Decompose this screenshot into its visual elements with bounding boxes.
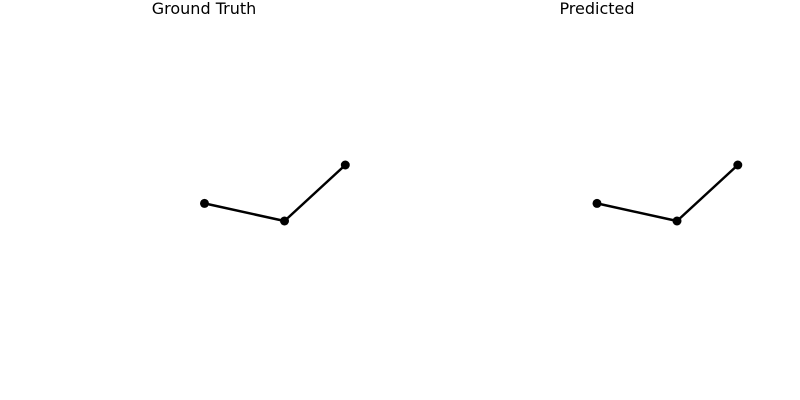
pose-line-predicted: [596, 164, 739, 223]
pose-point-predicted-3: [733, 160, 743, 170]
panel-predicted: Predicted: [559, 0, 743, 226]
pose-point-predicted-2: [672, 216, 682, 226]
panel-title-ground-truth: Ground Truth: [152, 0, 257, 18]
panel-title-predicted: Predicted: [559, 0, 634, 18]
pose-point-ground-truth-3: [340, 160, 350, 170]
pose-point-ground-truth-2: [280, 216, 289, 226]
pose-line-ground-truth: [204, 164, 347, 223]
panel-ground-truth: Ground Truth: [152, 0, 350, 226]
pose-point-predicted-1: [592, 198, 602, 208]
pose-point-ground-truth-1: [200, 198, 209, 208]
